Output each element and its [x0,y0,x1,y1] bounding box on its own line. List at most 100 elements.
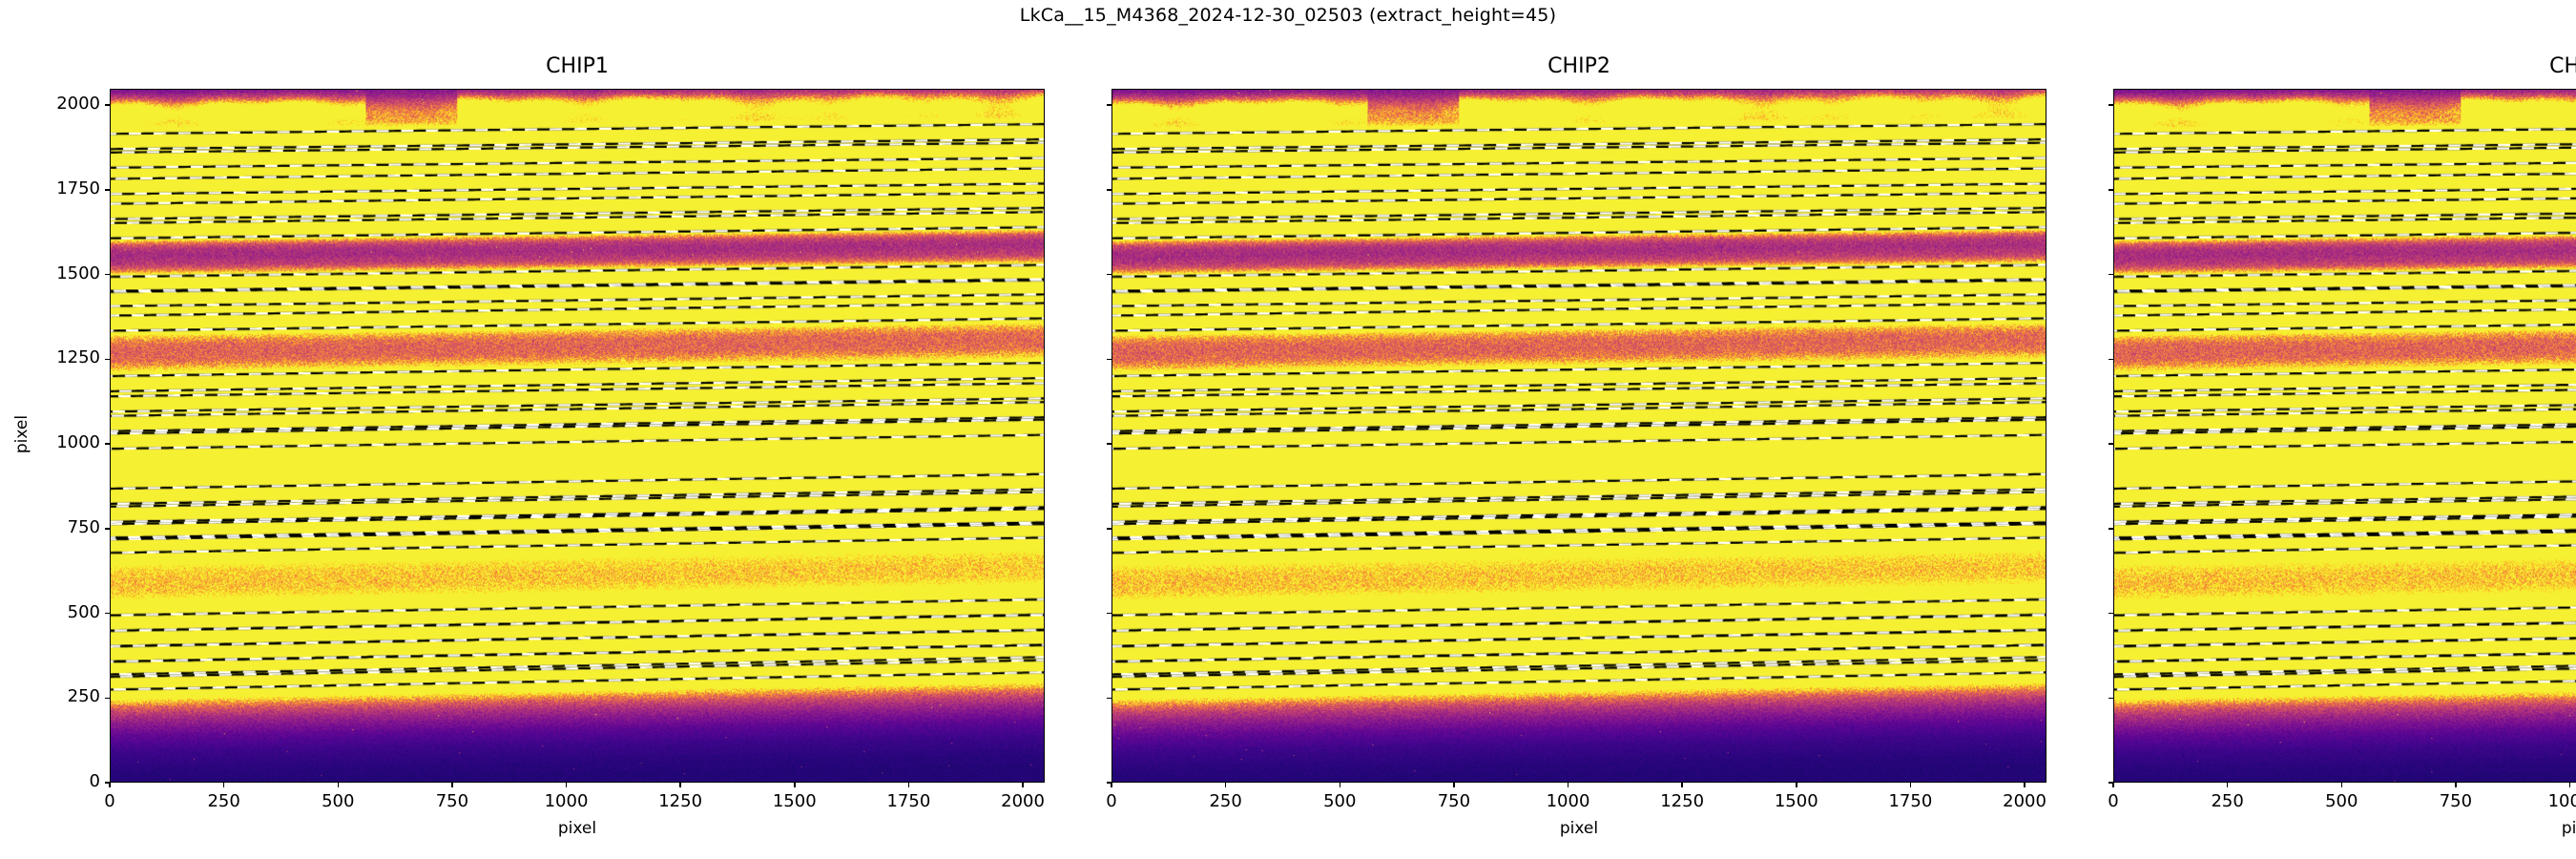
detector-image-chip2 [1112,90,2046,782]
xtick-1-0 [1111,783,1112,787]
xtick-0-1 [222,783,225,787]
ytick-2-3 [2109,528,2113,530]
xticklabel-0-4: 1000 [544,791,589,811]
xtick-2-3 [2455,783,2457,787]
xaxis-label-0: pixel [557,819,597,838]
panel-chip1: CHIP1 [110,54,1045,783]
xtick-2-4 [2568,783,2571,787]
ytick-1-7 [1107,189,1111,191]
xticklabel-2-1: 250 [2211,791,2244,811]
axes-chip1[interactable] [110,89,1045,783]
xticklabel-0-2: 500 [322,791,355,811]
xticklabel-2-4: 1000 [2547,791,2576,811]
xticklabel-1-5: 1250 [1660,791,1705,811]
ytick-2-6 [2109,273,2113,276]
detector-image-chip1 [111,90,1044,782]
ytick-0-7 [105,189,110,191]
panel-chip2: CHIP2 [1111,54,2046,783]
yticklabel-8: 2000 [56,94,100,115]
ytick-1-0 [1107,782,1111,784]
panel-title-chip1: CHIP1 [546,54,609,78]
ytick-2-2 [2109,612,2113,615]
panel-title-chip2: CHIP2 [1548,54,1610,78]
ytick-0-0 [105,782,110,784]
xticklabel-1-2: 500 [1323,791,1357,811]
xtick-1-4 [1567,783,1569,787]
ytick-0-6 [105,273,110,276]
xtick-0-5 [679,783,681,787]
xticklabel-2-0: 0 [2108,791,2119,811]
figure-suptitle: LkCa__15_M4368_2024-12-30_02503 (extract… [1019,5,1557,26]
xtick-1-1 [1224,783,1227,787]
xaxis-label-1: pixel [1559,819,1599,838]
xticklabel-0-7: 1750 [886,791,931,811]
panel-chip3: CHIP3 [2113,54,2576,783]
yticklabel-2: 500 [67,601,100,622]
xticklabel-0-3: 750 [435,791,469,811]
ytick-2-8 [2109,104,2113,106]
yticklabel-1: 250 [67,686,100,707]
xtick-0-2 [337,783,339,787]
xticklabel-0-6: 1500 [772,791,817,811]
xtick-1-8 [2024,783,2025,787]
xtick-2-1 [2226,783,2229,787]
xticklabel-1-0: 0 [1106,791,1117,811]
xticklabel-0-5: 1250 [658,791,703,811]
xtick-0-7 [907,783,910,787]
xtick-0-6 [794,783,796,787]
xticklabel-1-6: 1500 [1774,791,1818,811]
ytick-0-8 [105,104,110,106]
xticklabel-1-3: 750 [1437,791,1471,811]
ytick-1-6 [1107,273,1111,276]
ytick-2-7 [2109,189,2113,191]
ytick-2-1 [2109,697,2113,699]
ytick-1-1 [1107,697,1111,699]
xticklabel-0-0: 0 [104,791,115,811]
ytick-2-0 [2109,782,2113,784]
xticklabel-2-2: 500 [2325,791,2358,811]
xticklabel-1-4: 1000 [1546,791,1590,811]
ytick-0-2 [105,612,110,615]
xtick-2-0 [2112,783,2114,787]
xticklabel-1-7: 1750 [1888,791,1933,811]
xticklabel-2-3: 750 [2439,791,2473,811]
ytick-0-4 [105,443,110,445]
xtick-0-0 [109,783,111,787]
ytick-0-1 [105,697,110,699]
xaxis-label-2: pixel [2561,819,2576,838]
ytick-2-4 [2109,443,2113,445]
xticklabel-0-1: 250 [207,791,240,811]
ytick-1-8 [1107,104,1111,106]
ytick-0-5 [105,358,110,361]
yaxis-label: pixel [12,414,31,453]
xtick-0-3 [451,783,453,787]
xticklabel-0-8: 2000 [1001,791,1045,811]
yticklabel-3: 750 [67,516,100,537]
xticklabel-1-1: 250 [1209,791,1242,811]
yticklabel-7: 1750 [56,178,100,199]
xtick-1-3 [1453,783,1455,787]
ytick-0-3 [105,528,110,530]
xtick-0-8 [1022,783,1024,787]
yticklabel-5: 1250 [56,347,100,368]
yticklabel-6: 1500 [56,262,100,283]
ytick-1-5 [1107,358,1111,361]
ytick-1-2 [1107,612,1111,615]
xtick-1-2 [1339,783,1340,787]
ytick-2-5 [2109,358,2113,361]
xtick-1-5 [1681,783,1683,787]
panel-title-chip3: CHIP3 [2549,54,2576,78]
axes-chip3[interactable] [2113,89,2576,783]
xtick-0-4 [565,783,568,787]
detector-image-chip3 [2114,90,2576,782]
yticklabel-4: 1000 [56,432,100,453]
ytick-1-3 [1107,528,1111,530]
xtick-1-7 [1909,783,1912,787]
ytick-1-4 [1107,443,1111,445]
xticklabel-1-8: 2000 [2003,791,2046,811]
xtick-1-6 [1796,783,1797,787]
yticklabel-0: 0 [89,771,100,791]
axes-chip2[interactable] [1111,89,2046,783]
xtick-2-2 [2340,783,2342,787]
